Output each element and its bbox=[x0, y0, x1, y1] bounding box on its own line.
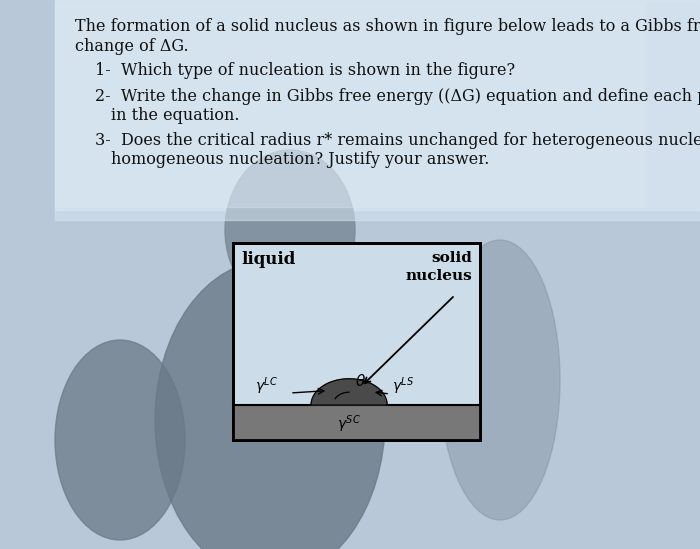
Text: change of ΔG.: change of ΔG. bbox=[75, 38, 188, 55]
Text: $\theta$: $\theta$ bbox=[355, 373, 366, 389]
Text: solid: solid bbox=[431, 251, 472, 265]
Polygon shape bbox=[311, 379, 387, 405]
Text: $\gamma^{LC}$: $\gamma^{LC}$ bbox=[255, 376, 278, 397]
Text: 2-  Write the change in Gibbs free energy ((ΔG) equation and define each paramet: 2- Write the change in Gibbs free energy… bbox=[95, 88, 700, 105]
Text: The formation of a solid nucleus as shown in figure below leads to a Gibbs free : The formation of a solid nucleus as show… bbox=[75, 18, 700, 35]
Bar bbox=[233, 243, 480, 440]
Bar bbox=[233, 405, 480, 440]
Text: in the equation.: in the equation. bbox=[111, 107, 239, 124]
Bar bbox=[55, 0, 700, 210]
Text: homogeneous nucleation? Justify your answer.: homogeneous nucleation? Justify your ans… bbox=[111, 151, 489, 168]
Text: nucleus: nucleus bbox=[405, 269, 472, 283]
Text: $\gamma^{SC}$: $\gamma^{SC}$ bbox=[337, 413, 361, 435]
Ellipse shape bbox=[55, 340, 185, 540]
Text: liquid: liquid bbox=[241, 251, 295, 268]
Ellipse shape bbox=[225, 150, 355, 310]
Bar bbox=[55, 0, 700, 220]
Bar bbox=[55, 2, 645, 207]
Ellipse shape bbox=[155, 260, 385, 549]
Ellipse shape bbox=[440, 240, 560, 520]
Text: 3-  Does the critical radius r* remains unchanged for heterogeneous nucleation a: 3- Does the critical radius r* remains u… bbox=[95, 132, 700, 149]
Text: 1-  Which type of nucleation is shown in the figure?: 1- Which type of nucleation is shown in … bbox=[95, 62, 515, 79]
Text: $\gamma^{LS}$: $\gamma^{LS}$ bbox=[392, 376, 414, 397]
Bar bbox=[233, 243, 480, 440]
